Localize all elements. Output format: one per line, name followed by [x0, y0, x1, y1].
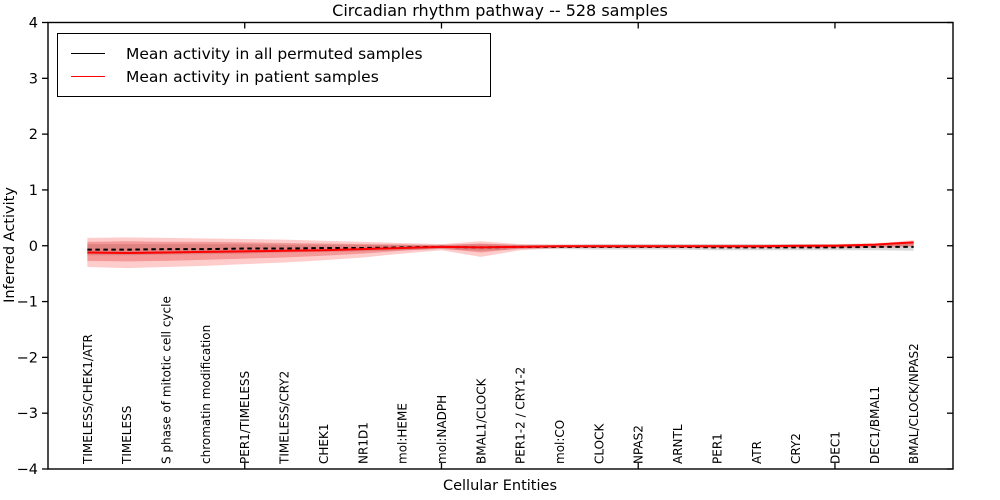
entity-label: S phase of mitotic cell cycle	[160, 296, 174, 464]
legend-label: Mean activity in all permuted samples	[126, 44, 423, 63]
entity-label: ATR	[750, 441, 764, 464]
entity-label: mol:CO	[553, 420, 567, 464]
y-tick-label: 4	[29, 16, 38, 32]
y-tick-label: 0	[29, 239, 38, 255]
legend-label: Mean activity in patient samples	[126, 67, 379, 86]
patient-std-outer-band	[87, 237, 914, 269]
entity-label: mol:HEME	[396, 403, 410, 464]
entity-label: NR1D1	[356, 422, 370, 464]
patient-line-sample-icon	[71, 76, 105, 77]
entity-label: CHEK1	[317, 424, 331, 465]
x-axis-label: Cellular Entities	[442, 478, 558, 494]
y-tick-label: −4	[17, 462, 38, 478]
entity-label: PER1/TIMELESS	[238, 371, 252, 464]
entity-label: TIMELESS/CRY2	[278, 371, 292, 465]
entity-label: mol:NADPH	[435, 395, 449, 464]
permuted-line-sample-icon	[71, 53, 105, 54]
y-tick-label: −1	[17, 295, 38, 311]
legend-item-patient: Mean activity in patient samples	[71, 68, 490, 86]
legend: Mean activity in all permuted samples Me…	[57, 33, 491, 97]
entity-label: CLOCK	[592, 423, 606, 464]
y-tick-label: 1	[29, 183, 38, 199]
entity-label: PER1-2 / CRY1-2	[514, 367, 528, 464]
entity-label: BMAL/CLOCK/NPAS2	[907, 343, 921, 464]
y-tick-label: 3	[29, 71, 38, 87]
entity-label: ARNTL	[671, 424, 685, 464]
y-tick-label: −2	[17, 350, 38, 366]
entity-label: NPAS2	[632, 425, 646, 464]
entity-label: DEC1	[828, 431, 842, 464]
entity-label: DEC1/BMAL1	[868, 386, 882, 464]
entity-label: TIMELESS	[120, 406, 134, 465]
entity-label: chromatin modification	[199, 325, 213, 464]
legend-item-permuted: Mean activity in all permuted samples	[71, 45, 490, 63]
y-tick-label: 2	[29, 127, 38, 143]
entity-label: TIMELESS/CHEK1/ATR	[81, 334, 95, 465]
entity-label: BMAL1/CLOCK	[474, 377, 488, 464]
entity-label: PER1	[710, 433, 724, 464]
chart-title: Circadian rhythm pathway -- 528 samples	[332, 1, 668, 20]
patient-mean-line	[87, 241, 914, 255]
entity-label: CRY2	[789, 433, 803, 464]
permuted-mean-line	[87, 245, 914, 251]
y-tick-label: −3	[17, 406, 38, 422]
